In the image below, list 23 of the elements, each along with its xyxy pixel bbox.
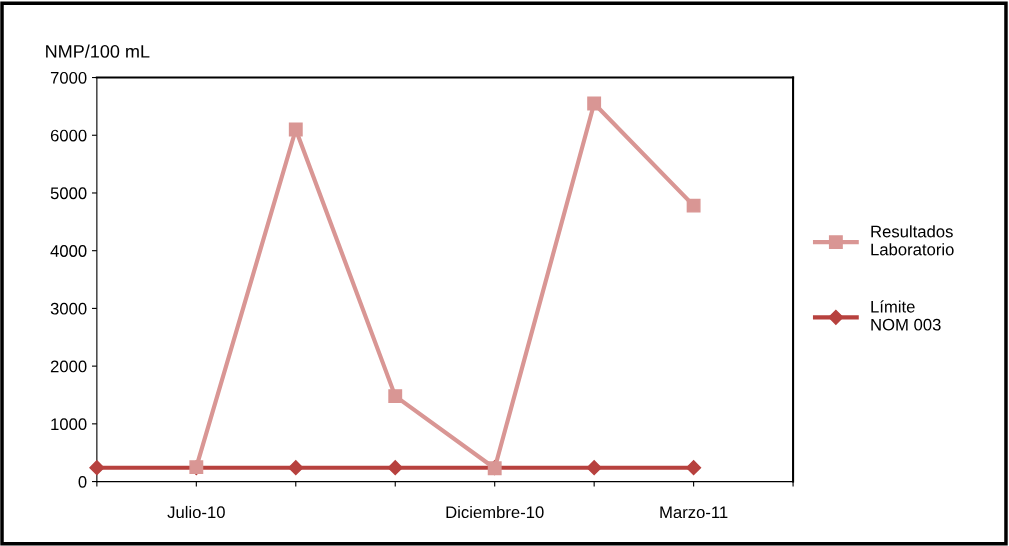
y-tick-label: 6000 <box>50 129 87 142</box>
y-tick-label: 2000 <box>50 360 87 373</box>
x-tick-label: Marzo-11 <box>660 506 728 519</box>
point <box>89 460 105 476</box>
y-tick-label: 7000 <box>50 71 87 84</box>
point <box>288 460 304 476</box>
point <box>387 460 403 476</box>
point <box>686 460 702 476</box>
point <box>587 96 602 111</box>
point <box>686 198 701 213</box>
y-tick-label: 5000 <box>50 187 87 200</box>
y-tick-label: 1000 <box>51 418 87 431</box>
x-tick-label: Diciembre-10 <box>446 505 544 519</box>
legend-label: Límite NOM 003 <box>871 300 941 331</box>
legend-label: Resultados Laboratorio <box>871 225 954 256</box>
y-tick-label: 4000 <box>50 245 87 257</box>
y-axis-title: NMP/100 mL <box>46 44 150 58</box>
point <box>388 389 403 404</box>
y-tick-label: 3000 <box>50 302 87 315</box>
x-tick-label: Julio-10 <box>167 505 225 519</box>
point <box>288 122 303 137</box>
point <box>586 460 602 476</box>
y-tick-label: 0 <box>78 475 87 488</box>
